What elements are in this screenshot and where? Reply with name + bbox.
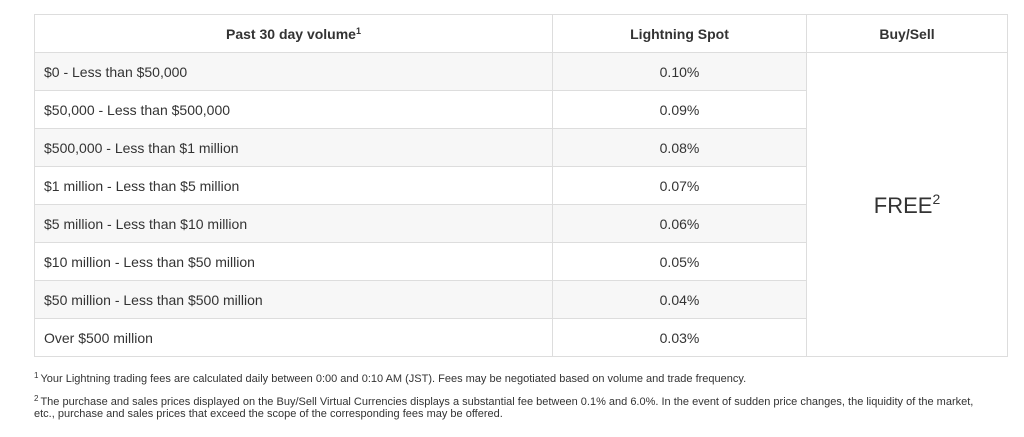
footnote-2-marker: 2 bbox=[34, 394, 39, 403]
footnote-1: 1 Your Lightning trading fees are calcula… bbox=[34, 370, 984, 385]
table-row: $1 million - Less than $5 million 0.07% bbox=[34, 166, 1008, 205]
volume-cell: $5 million - Less than $10 million bbox=[34, 204, 553, 243]
fee-cell: 0.09% bbox=[552, 90, 807, 129]
header-volume-label: Past 30 day volume bbox=[226, 25, 356, 42]
volume-cell: $1 million - Less than $5 million bbox=[34, 166, 553, 205]
volume-cell: $10 million - Less than $50 million bbox=[34, 242, 553, 281]
table-row: $0 - Less than $50,000 0.10% FREE2 bbox=[34, 52, 1008, 357]
volume-cell: $50,000 - Less than $500,000 bbox=[34, 90, 553, 129]
volume-cell: $0 - Less than $50,000 bbox=[34, 52, 553, 91]
footnote-2: 2 The purchase and sales prices displayed… bbox=[34, 393, 984, 420]
volume-cell: $500,000 - Less than $1 million bbox=[34, 128, 553, 167]
table-row: $10 million - Less than $50 million 0.05… bbox=[34, 242, 1008, 281]
fee-cell: 0.03% bbox=[552, 318, 807, 357]
volume-cell: Over $500 million bbox=[34, 318, 553, 357]
header-buy-sell: Buy/Sell bbox=[806, 14, 1008, 53]
fee-cell: 0.10% bbox=[552, 52, 807, 91]
fee-cell: 0.04% bbox=[552, 280, 807, 319]
table-row: $50,000 - Less than $500,000 0.09% bbox=[34, 90, 1008, 129]
header-volume: Past 30 day volume1 bbox=[34, 14, 553, 53]
table-header: Past 30 day volume1 Lightning Spot Buy/S… bbox=[34, 14, 1008, 53]
buy-sell-free-label: FREE bbox=[873, 192, 933, 218]
footnote-2-text: The purchase and sales prices displayed … bbox=[34, 396, 974, 420]
volume-cell: $50 million - Less than $500 million bbox=[34, 280, 553, 319]
header-lightning-spot: Lightning Spot bbox=[552, 14, 807, 53]
table-row: Over $500 million 0.03% bbox=[34, 318, 1008, 357]
footnote-1-text: Your Lightning trading fees are calculat… bbox=[40, 373, 747, 385]
header-volume-footnote-marker: 1 bbox=[355, 25, 361, 36]
footnote-1-marker: 1 bbox=[34, 371, 39, 380]
fee-cell: 0.08% bbox=[552, 128, 807, 167]
header-row: Past 30 day volume1 Lightning Spot Buy/S… bbox=[34, 14, 1008, 53]
table-row: $5 million - Less than $10 million 0.06% bbox=[34, 204, 1008, 243]
table-body: $0 - Less than $50,000 0.10% FREE2 $50,0… bbox=[34, 52, 1008, 357]
fee-cell: 0.07% bbox=[552, 166, 807, 205]
fee-cell: 0.05% bbox=[552, 242, 807, 281]
fee-cell: 0.06% bbox=[552, 204, 807, 243]
fee-schedule-table: Past 30 day volume1 Lightning Spot Buy/S… bbox=[34, 14, 1008, 357]
table-row: $50 million - Less than $500 million 0.0… bbox=[34, 280, 1008, 319]
buy-sell-footnote-marker: 2 bbox=[932, 190, 941, 207]
buy-sell-fee-cell: FREE2 bbox=[806, 52, 1008, 357]
